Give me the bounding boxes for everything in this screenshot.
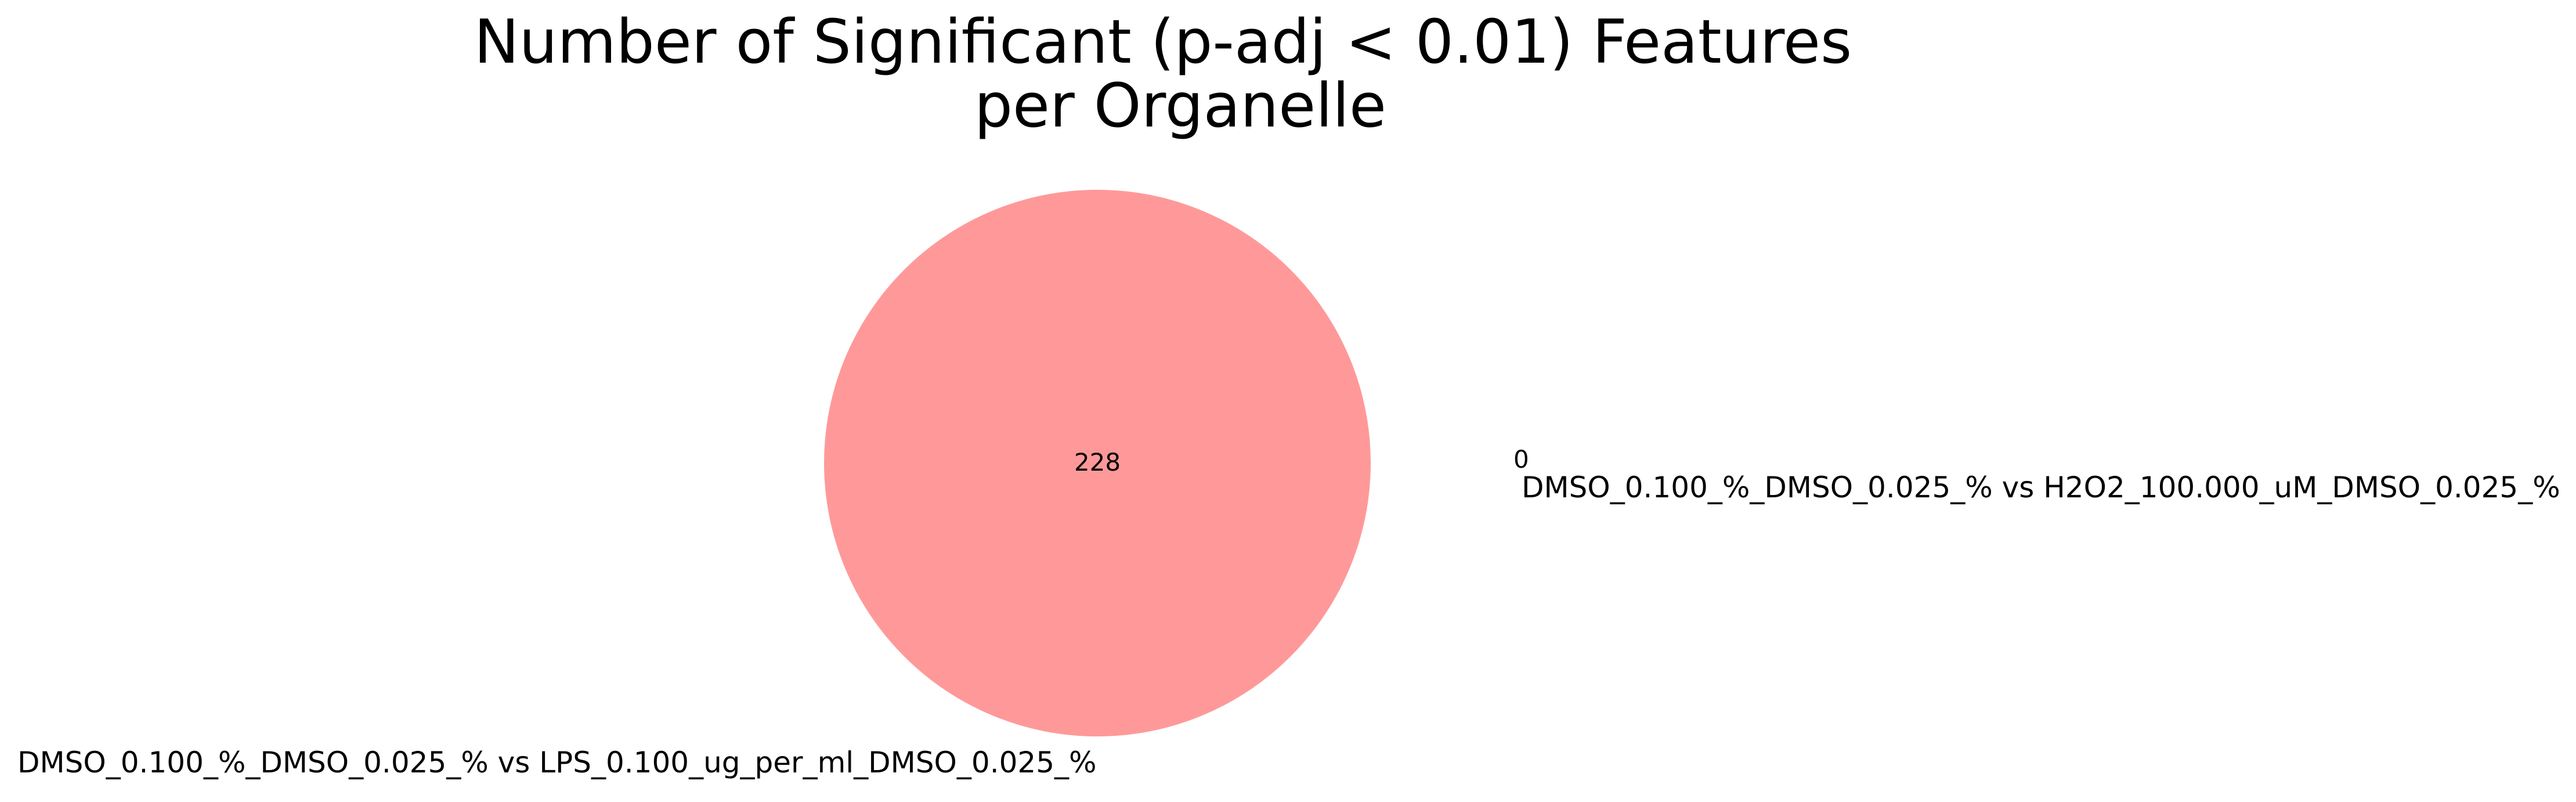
region-count-set-a: 228: [1074, 448, 1121, 476]
set-label-a: DMSO_0.100_%_DMSO_0.025_% vs LPS_0.100_u…: [17, 746, 1097, 779]
region-count-set-b: 0: [1513, 445, 1529, 474]
venn-circles: [824, 190, 1371, 736]
chart-title-line-1: Number of Significant (p-adj < 0.01) Fea…: [474, 6, 1852, 77]
venn-labels: 228 0 DMSO_0.100_%_DMSO_0.025_% vs LPS_0.1…: [17, 445, 2560, 779]
set-label-b: DMSO_0.100_%_DMSO_0.025_% vs H2O2_100.00…: [1522, 471, 2560, 504]
chart-title: Number of Significant (p-adj < 0.01) Fea…: [474, 6, 1852, 141]
chart-title-line-2: per Organelle: [974, 70, 1386, 141]
venn-circle-set-a: [824, 190, 1371, 736]
